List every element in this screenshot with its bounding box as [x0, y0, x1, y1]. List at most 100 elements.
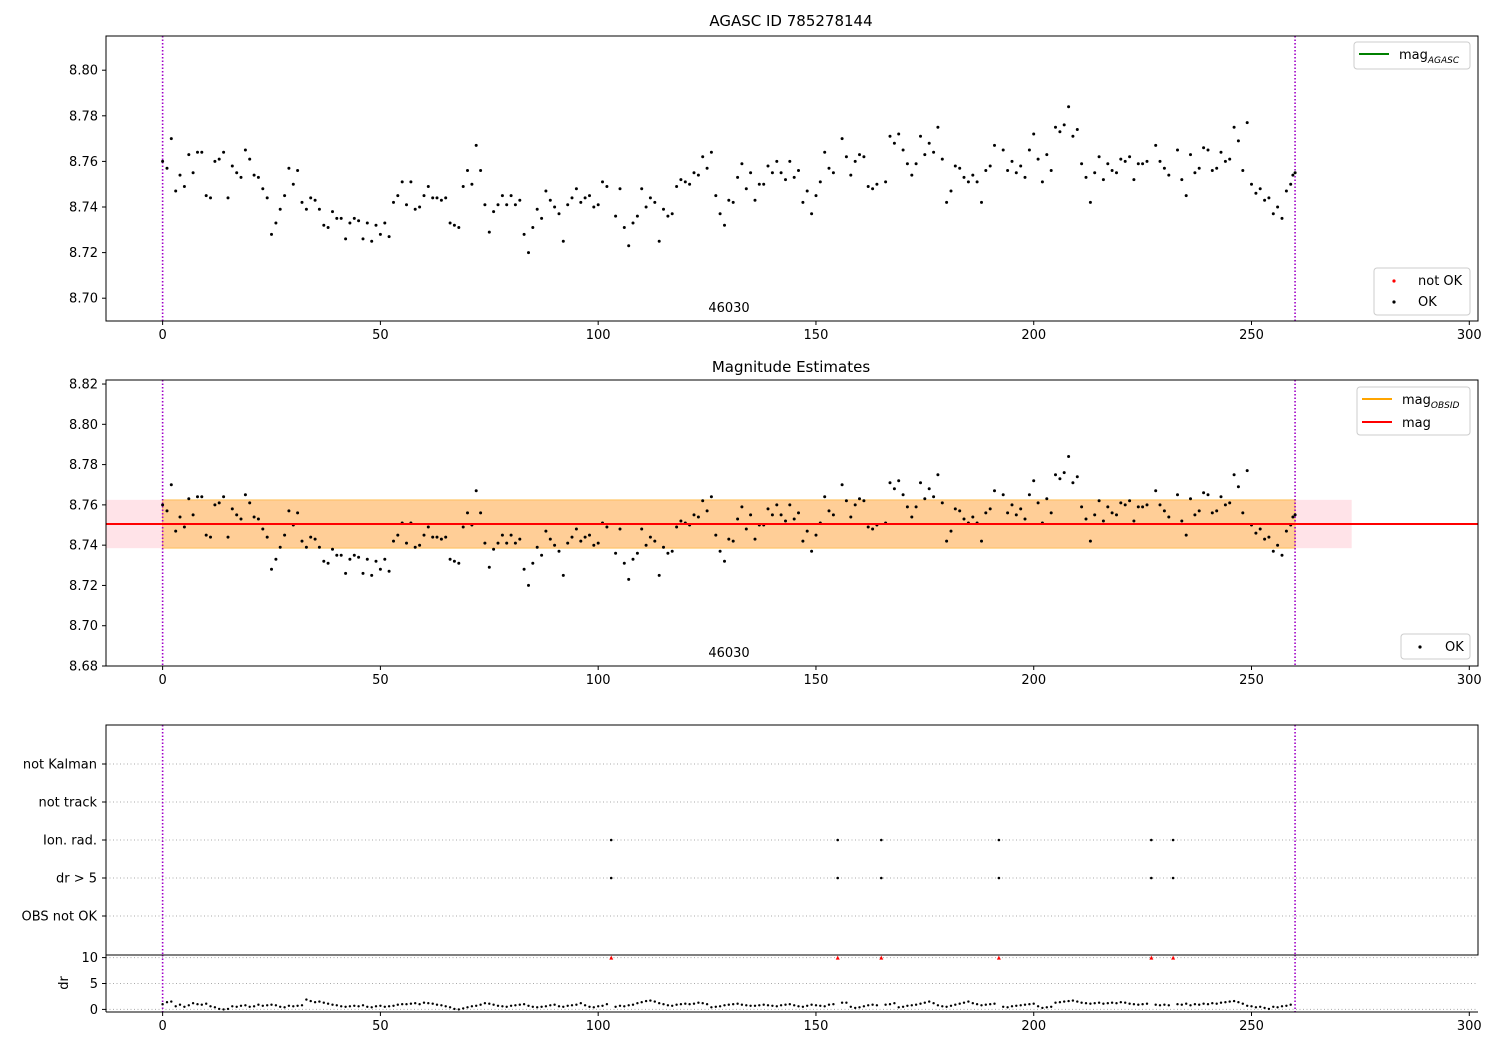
ok-data-point — [640, 187, 644, 191]
ok-data-point — [1128, 155, 1132, 159]
ok-data-point — [378, 232, 382, 236]
ok-data-point — [1167, 173, 1171, 177]
dr-data-point — [1232, 999, 1236, 1003]
ok-data-point — [993, 143, 996, 147]
ok-data-point — [335, 216, 339, 220]
ok-data-point — [374, 559, 378, 563]
agasc-panel-frame — [105, 35, 1479, 322]
dr-data-point — [335, 1004, 338, 1007]
ok-data-point — [1119, 157, 1123, 161]
dr-data-point — [1084, 1002, 1088, 1005]
ok-data-point — [339, 216, 343, 220]
ok-data-point — [370, 239, 374, 243]
ok-data-point — [1232, 125, 1236, 129]
dr-data-point — [1093, 1002, 1096, 1005]
ok-data-point — [631, 221, 635, 225]
flag-row-label: OBS not OK — [22, 910, 98, 925]
ok-data-point — [910, 173, 914, 177]
ok-data-point — [418, 205, 422, 209]
dr-data-point — [819, 1004, 822, 1007]
dr-x-tick-label: 100 — [586, 1019, 611, 1034]
ok-data-point — [892, 487, 896, 491]
ok-data-point — [1263, 198, 1267, 202]
ok-data-point — [265, 196, 269, 200]
ok-data-point — [261, 527, 265, 531]
ok-data-point — [1032, 132, 1036, 136]
ok-data-point — [313, 537, 317, 541]
ok-data-point — [779, 171, 783, 175]
dr-data-point — [710, 1006, 713, 1009]
ok-data-point — [348, 221, 352, 225]
dr-data-point — [187, 1004, 190, 1007]
ok-data-point — [365, 221, 369, 225]
ok-data-point — [1271, 549, 1275, 553]
dr-data-point — [993, 1002, 996, 1005]
ok-data-point — [1093, 171, 1097, 175]
agasc-legend-lines: magAGASC — [1353, 41, 1471, 70]
dr-data-point — [1119, 1001, 1123, 1004]
ok-data-point — [1054, 473, 1057, 477]
ok-data-point — [531, 561, 535, 565]
ok-data-point — [657, 573, 661, 577]
ok-data-point — [875, 182, 879, 186]
dr-data-point — [231, 1005, 234, 1008]
dr-data-point — [928, 1000, 931, 1003]
ok-data-point — [1180, 178, 1184, 182]
ok-data-point — [1241, 511, 1245, 515]
ok-data-point — [627, 577, 631, 581]
ok-data-point — [696, 173, 700, 177]
dr-data-point — [653, 1000, 656, 1003]
ok-data-point — [1128, 499, 1132, 503]
ok-data-point — [413, 207, 417, 211]
ok-data-point — [1136, 505, 1140, 509]
ok-data-point — [331, 210, 334, 214]
dr-data-point — [422, 1001, 426, 1004]
ok-data-point — [1110, 169, 1114, 172]
ok-data-point — [766, 507, 770, 511]
dr-data-point — [361, 1004, 365, 1007]
ok-data-point — [940, 501, 944, 505]
ok-data-point — [962, 517, 966, 521]
ok-data-point — [182, 185, 186, 188]
ok-data-point — [862, 155, 866, 159]
ok-data-point — [513, 541, 517, 545]
magnitude-panel: Magnitude Estimates 0 50 100 150 200 250 300 8.… — [69, 358, 1482, 688]
dr-data-point — [1115, 1002, 1118, 1005]
ok-data-point — [1071, 134, 1075, 138]
ok-data-point — [753, 198, 757, 202]
ok-data-point — [527, 583, 530, 587]
dr-data-point — [566, 1004, 569, 1007]
ok-data-point — [1062, 123, 1066, 127]
ok-data-point — [161, 159, 165, 163]
ok-data-point — [161, 503, 165, 507]
ok-data-point — [614, 214, 618, 218]
dr-data-point — [745, 1004, 748, 1007]
dr-data-point — [196, 1003, 199, 1006]
dr-data-point — [457, 1008, 460, 1011]
ok-data-point — [1158, 159, 1162, 163]
dr-data-point — [1132, 1003, 1136, 1006]
ok-data-point — [705, 509, 709, 513]
dr-data-point — [383, 1005, 386, 1008]
ok-data-point — [435, 535, 439, 539]
dr-data-point — [1124, 1001, 1127, 1004]
dr-data-point — [923, 1001, 926, 1004]
magnitude-y-tick-label: 8.82 — [69, 378, 98, 393]
ok-data-point — [200, 150, 204, 154]
ok-data-point — [178, 173, 182, 177]
ok-data-point — [1258, 527, 1262, 531]
dr-data-point — [644, 999, 648, 1003]
ok-data-point — [1189, 153, 1192, 157]
ok-data-point — [457, 226, 461, 229]
ok-data-point — [949, 529, 953, 533]
dr-data-point — [1185, 1002, 1188, 1005]
dr-data-point — [714, 1005, 717, 1008]
ok-data-point — [309, 535, 313, 539]
dr-clipped-marker — [1149, 955, 1154, 960]
dr-data-point — [1110, 1001, 1114, 1004]
dr-data-point — [771, 1004, 774, 1007]
ok-data-point — [239, 175, 243, 179]
dr-data-point — [945, 1005, 948, 1008]
dr-data-point — [170, 1000, 173, 1003]
